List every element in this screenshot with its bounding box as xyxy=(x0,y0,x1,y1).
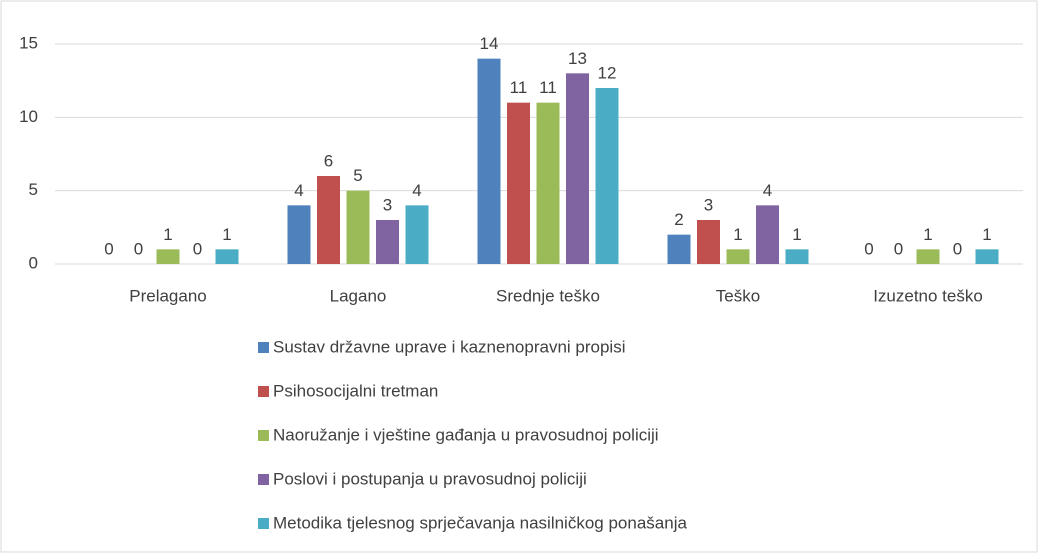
legend-label: Poslovi i postupanja u pravosudnoj polic… xyxy=(273,469,587,488)
value-label: 1 xyxy=(982,225,991,244)
value-label: 2 xyxy=(674,210,683,229)
bar xyxy=(405,205,429,264)
value-label: 12 xyxy=(598,63,617,82)
bar xyxy=(697,220,720,264)
legend-swatch xyxy=(258,342,269,353)
bar xyxy=(287,205,311,264)
x-tick-label: Prelagano xyxy=(129,286,207,305)
bar xyxy=(376,220,399,264)
legend-swatch xyxy=(258,518,269,529)
value-label: 13 xyxy=(568,49,587,68)
bar xyxy=(536,102,560,265)
value-label: 11 xyxy=(510,78,528,97)
y-tick-label: 0 xyxy=(29,253,38,272)
legend-label: Metodika tjelesnog sprječavanja nasilnič… xyxy=(273,513,687,532)
bar xyxy=(756,205,779,264)
bar xyxy=(667,234,691,264)
bar xyxy=(726,249,750,264)
x-tick-label: Teško xyxy=(716,286,760,305)
bar xyxy=(975,249,999,264)
bar xyxy=(916,249,940,264)
bar xyxy=(215,249,239,264)
legend-swatch xyxy=(258,386,269,397)
bar xyxy=(317,176,340,264)
value-label: 0 xyxy=(894,239,903,258)
x-tick-label: Izuzetno teško xyxy=(873,286,983,305)
bar xyxy=(507,102,530,265)
x-tick-label: Srednje teško xyxy=(496,286,600,305)
y-tick-label: 5 xyxy=(29,180,38,199)
legend-label: Naoružanje i vještine gađanja u pravosud… xyxy=(273,425,659,444)
value-label: 5 xyxy=(353,166,362,185)
x-tick-label: Lagano xyxy=(330,286,387,305)
y-tick-label: 10 xyxy=(19,107,38,126)
bar xyxy=(477,58,501,264)
bar xyxy=(595,88,619,264)
value-label: 0 xyxy=(104,239,113,258)
value-label: 11 xyxy=(539,78,557,97)
legend-label: Sustav državne uprave i kaznenopravni pr… xyxy=(273,337,625,356)
value-label: 1 xyxy=(923,225,932,244)
bar xyxy=(566,73,589,264)
value-label: 0 xyxy=(193,239,202,258)
legend-swatch xyxy=(258,474,269,485)
bar xyxy=(346,190,370,264)
value-label: 3 xyxy=(704,195,713,214)
value-label: 1 xyxy=(222,225,231,244)
value-label: 14 xyxy=(480,34,499,53)
value-label: 3 xyxy=(383,195,392,214)
value-label: 1 xyxy=(163,225,172,244)
value-label: 0 xyxy=(864,239,873,258)
value-label: 0 xyxy=(134,239,143,258)
bar xyxy=(785,249,809,264)
value-label: 4 xyxy=(763,181,772,200)
bar xyxy=(156,249,180,264)
value-label: 1 xyxy=(733,225,742,244)
legend-swatch xyxy=(258,430,269,441)
value-label: 4 xyxy=(412,181,421,200)
legend-label: Psihosocijalni tretman xyxy=(273,381,438,400)
y-tick-label: 15 xyxy=(19,33,38,52)
value-label: 0 xyxy=(953,239,962,258)
value-label: 1 xyxy=(792,225,801,244)
value-label: 6 xyxy=(324,151,333,170)
value-label: 4 xyxy=(294,181,303,200)
